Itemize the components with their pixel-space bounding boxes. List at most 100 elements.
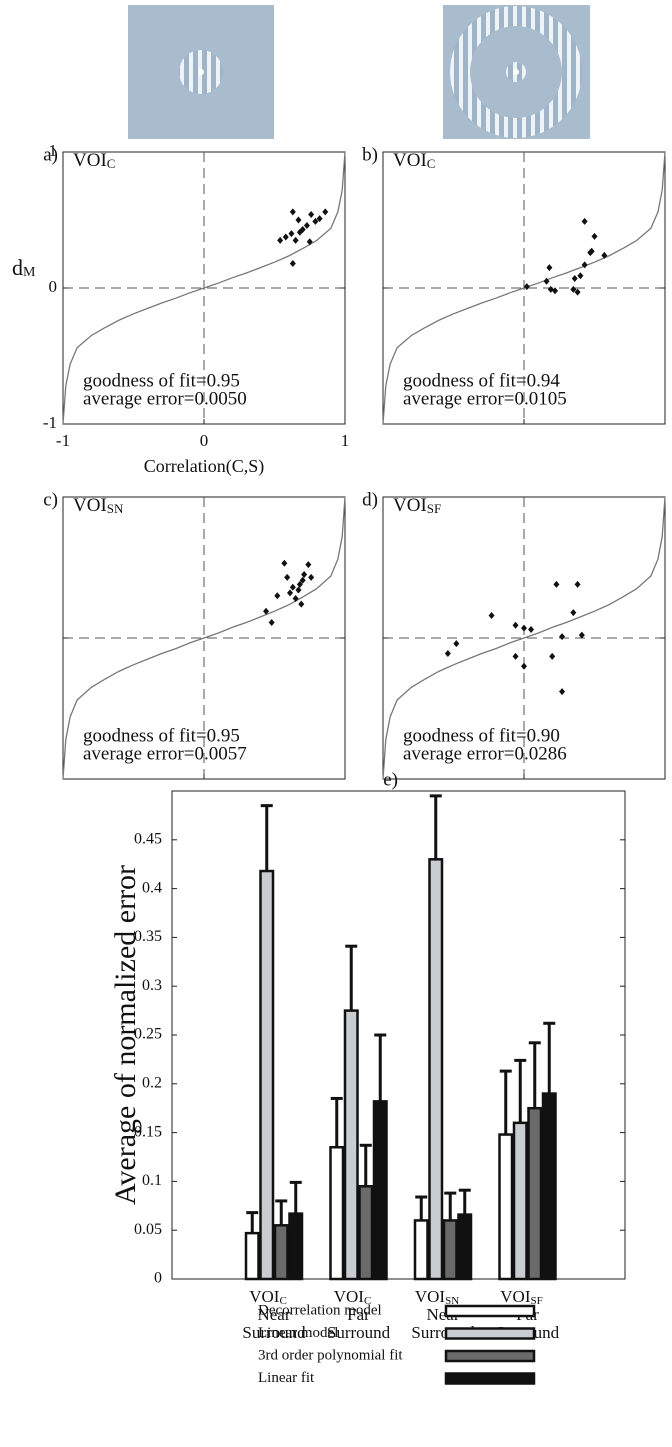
category-label-main: VOI xyxy=(334,1287,365,1306)
legend-label: Linear model xyxy=(258,1325,338,1341)
category-label: VOIC xyxy=(334,1287,372,1307)
data-point xyxy=(553,580,560,588)
region-label-sub: SN xyxy=(107,501,124,516)
bar xyxy=(259,869,275,1281)
legend-label: 3rd order polynomial fit xyxy=(258,1347,403,1363)
data-point xyxy=(277,236,284,244)
data-point xyxy=(559,633,566,641)
panel-label: b) xyxy=(362,144,378,165)
data-point xyxy=(292,236,299,244)
data-point xyxy=(453,640,460,648)
data-point xyxy=(303,221,310,229)
y-tick-label: -1 xyxy=(43,413,57,432)
data-point xyxy=(299,226,306,234)
panel-label: e) xyxy=(383,769,398,790)
region-label-main: VOI xyxy=(73,495,107,516)
data-point xyxy=(521,624,527,632)
legend-label: Linear fit xyxy=(258,1370,315,1386)
y-axis-label: dM xyxy=(12,255,36,280)
bar xyxy=(457,1213,473,1281)
legend-swatch xyxy=(444,1327,536,1340)
y-tick-label: 0.05 xyxy=(134,1221,162,1238)
category-label: Near xyxy=(257,1305,290,1324)
panel-label: a) xyxy=(43,144,58,165)
region-label-sub: C xyxy=(107,156,116,171)
category-label-sub: C xyxy=(279,1295,286,1307)
category-label-sub: SF xyxy=(530,1295,542,1307)
bar xyxy=(288,1212,304,1281)
region-label-main: VOI xyxy=(393,150,427,171)
y-tick-label: 0 xyxy=(154,1270,162,1287)
data-point xyxy=(263,607,270,615)
region-label: VOIC xyxy=(73,150,115,171)
data-point xyxy=(549,652,556,660)
x-tick-label: -1 xyxy=(56,431,70,450)
category-label: VOISF xyxy=(500,1287,542,1307)
bar xyxy=(442,1219,458,1281)
region-label: VOISF xyxy=(393,495,441,516)
annotation: goodness of fit=0.95 xyxy=(83,370,240,391)
region-label: VOISN xyxy=(73,495,124,516)
data-point xyxy=(289,583,296,591)
data-point xyxy=(282,233,289,241)
data-point xyxy=(288,230,295,238)
region-label-main: VOI xyxy=(73,150,107,171)
annotation: goodness of fit=0.90 xyxy=(403,725,560,746)
data-point xyxy=(306,238,313,246)
data-point xyxy=(546,264,553,272)
data-point xyxy=(512,652,519,660)
data-point xyxy=(521,662,527,670)
category-label-main: VOI xyxy=(249,1287,280,1306)
data-point xyxy=(322,208,329,216)
model-curve xyxy=(62,496,346,780)
stimulus-far xyxy=(443,5,590,139)
bar xyxy=(541,1092,557,1281)
category-label-main: VOI xyxy=(500,1287,531,1306)
category-label: Far xyxy=(347,1305,370,1324)
x-tick-label: 1 xyxy=(341,431,350,450)
data-point xyxy=(305,561,312,569)
annotation: average error=0.0286 xyxy=(403,743,567,764)
data-point xyxy=(528,626,535,634)
data-point xyxy=(581,261,588,269)
data-point xyxy=(299,576,306,584)
bar xyxy=(343,1009,359,1281)
y-axis-label-main: d xyxy=(12,255,23,280)
y-tick-label: 0.1 xyxy=(142,1172,162,1189)
data-point xyxy=(574,288,581,296)
panel-label: c) xyxy=(43,489,58,510)
legend-swatch xyxy=(444,1349,536,1363)
bar xyxy=(428,858,444,1281)
panel-label: d) xyxy=(362,489,378,510)
model-curve xyxy=(62,151,346,425)
y-tick-label: 0.35 xyxy=(134,928,162,945)
x-tick-label: 0 xyxy=(200,431,209,450)
y-axis-label: Average of normalized error xyxy=(109,865,142,1205)
data-point xyxy=(296,580,303,588)
annotation: goodness of fit=0.95 xyxy=(83,725,240,746)
annotation: average error=0.0105 xyxy=(403,388,567,409)
bar xyxy=(372,1100,388,1281)
data-point xyxy=(281,559,288,567)
data-point xyxy=(274,592,281,600)
y-tick-label: 1 xyxy=(49,141,58,160)
plot-frame xyxy=(171,790,626,1280)
category-label-sub: C xyxy=(364,1295,371,1307)
annotation: average error=0.0057 xyxy=(83,743,247,764)
y-tick-label: 0 xyxy=(49,277,58,296)
bar xyxy=(498,1133,514,1281)
model-curve xyxy=(382,496,666,780)
category-label: VOIC xyxy=(249,1287,287,1307)
legend-label: Decorrelation model xyxy=(258,1302,382,1318)
data-point xyxy=(444,650,451,658)
data-point xyxy=(292,595,299,603)
data-point xyxy=(308,211,315,219)
legend-swatch xyxy=(444,1304,536,1318)
bar xyxy=(273,1224,289,1281)
data-point xyxy=(571,274,578,282)
annotation: average error=0.0050 xyxy=(83,388,247,409)
bar xyxy=(358,1185,374,1281)
data-point xyxy=(547,285,554,293)
category-label: VOISN xyxy=(415,1287,459,1307)
